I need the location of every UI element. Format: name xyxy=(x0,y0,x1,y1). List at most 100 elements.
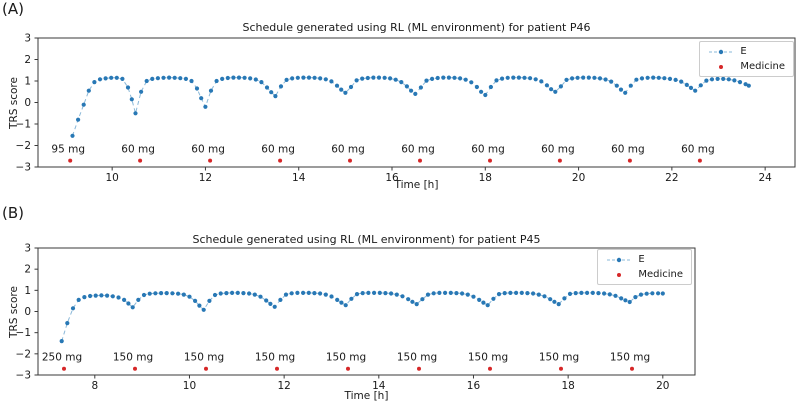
y-tick-label: 2 xyxy=(24,54,31,66)
e-series-point xyxy=(508,290,513,295)
medicine-dot xyxy=(138,158,143,163)
e-series-point xyxy=(607,292,612,297)
e-series-point xyxy=(519,290,524,295)
e-series-point xyxy=(207,298,212,303)
e-series-point xyxy=(460,291,465,296)
e-series-point xyxy=(679,79,684,84)
medicine-dose-label: 60 mg xyxy=(541,143,575,155)
e-series-point xyxy=(203,104,208,109)
e-series-point xyxy=(172,75,177,80)
e-series-point xyxy=(110,294,115,299)
e-series-point xyxy=(371,75,376,80)
e-series-point xyxy=(404,84,409,89)
e-series-point xyxy=(105,293,110,298)
e-series-point xyxy=(721,76,726,81)
e-series-point xyxy=(289,291,294,296)
e-series-point xyxy=(365,75,370,81)
e-series-point xyxy=(660,291,665,296)
e-series-point xyxy=(92,80,97,85)
x-tick-label: 22 xyxy=(665,172,678,184)
e-series-point xyxy=(614,83,619,88)
medicine-dose-label: 60 mg xyxy=(261,143,295,155)
legend-item-e: E xyxy=(606,254,683,265)
e-series-point xyxy=(164,291,169,296)
y-tick-label: −2 xyxy=(16,348,31,360)
y-tick-label: 1 xyxy=(24,285,31,297)
e-series-point xyxy=(633,295,638,300)
e-series-point xyxy=(97,77,103,82)
e-series-point xyxy=(516,75,522,80)
e-series-point xyxy=(693,88,698,93)
e-series-point xyxy=(406,297,411,302)
e-series-point xyxy=(273,94,278,99)
e-series-point xyxy=(394,292,399,297)
e-series-point xyxy=(528,76,533,81)
e-series-point xyxy=(414,302,419,307)
e-series-point xyxy=(242,75,247,80)
e-series-point xyxy=(278,84,284,89)
e-series-point xyxy=(301,75,306,80)
chart-b-legend: E Medicine xyxy=(597,249,692,285)
e-series-point xyxy=(645,75,650,80)
medicine-dot xyxy=(627,158,632,163)
e-series-point xyxy=(290,76,295,81)
e-series-point xyxy=(418,85,423,90)
e-series-point xyxy=(201,307,206,312)
e-series-point xyxy=(126,301,131,306)
e-series-point xyxy=(479,89,484,94)
e-series-point xyxy=(247,291,252,296)
e-series-point xyxy=(430,76,435,81)
e-series-point xyxy=(377,290,382,295)
medicine-dot xyxy=(346,366,350,371)
e-series-point xyxy=(349,296,354,301)
e-series-point xyxy=(650,291,655,296)
e-series-point xyxy=(76,297,81,302)
x-tick-label: 20 xyxy=(656,380,669,392)
e-series-point xyxy=(573,291,578,296)
x-tick-label: 12 xyxy=(277,380,290,392)
e-series-point xyxy=(743,82,748,87)
e-series-point xyxy=(176,291,181,296)
e-series-point xyxy=(122,297,127,302)
medicine-dose-label: 60 mg xyxy=(611,143,645,155)
e-series-point xyxy=(627,299,632,305)
e-series-point xyxy=(129,97,134,102)
legend-label-medicine: Medicine xyxy=(740,61,785,72)
e-series-point xyxy=(409,88,414,93)
e-series-point xyxy=(382,75,387,80)
e-series-point xyxy=(214,78,219,84)
legend-item-medicine: Medicine xyxy=(606,269,683,280)
e-series-point xyxy=(441,75,446,80)
e-series-point xyxy=(178,76,183,81)
e-series-point xyxy=(613,293,618,298)
e-series-point xyxy=(596,291,601,296)
chart-a-title: Schedule generated using RL (ML environm… xyxy=(242,21,591,34)
medicine-dot-swatch-icon xyxy=(719,64,724,69)
medicine-dose-label: 150 mg xyxy=(468,352,508,364)
e-series-point xyxy=(539,79,544,84)
e-series-point xyxy=(575,75,580,80)
e-series-point xyxy=(549,87,554,92)
e-series-point xyxy=(312,75,317,80)
e-series-point xyxy=(130,305,135,310)
e-series-point xyxy=(465,292,470,297)
e-series-point xyxy=(388,76,393,81)
e-series-point xyxy=(548,297,553,302)
medicine-dose-label: 60 mg xyxy=(471,143,505,155)
e-line-swatch-icon xyxy=(607,257,632,262)
y-tick-label: 0 xyxy=(24,306,31,318)
e-series-point xyxy=(619,296,624,301)
e-series-point xyxy=(639,76,645,81)
x-tick-label: 14 xyxy=(372,380,386,392)
medicine-dot xyxy=(278,158,283,163)
e-series-point xyxy=(268,301,273,306)
e-series-point xyxy=(726,77,731,82)
e-series-point xyxy=(155,76,160,81)
e-series-point xyxy=(318,76,323,81)
e-series-point xyxy=(514,290,519,295)
e-series-point xyxy=(183,76,188,81)
e-series-point xyxy=(199,96,204,101)
medicine-dose-label: 150 mg xyxy=(397,352,437,364)
e-series-point xyxy=(448,290,453,295)
